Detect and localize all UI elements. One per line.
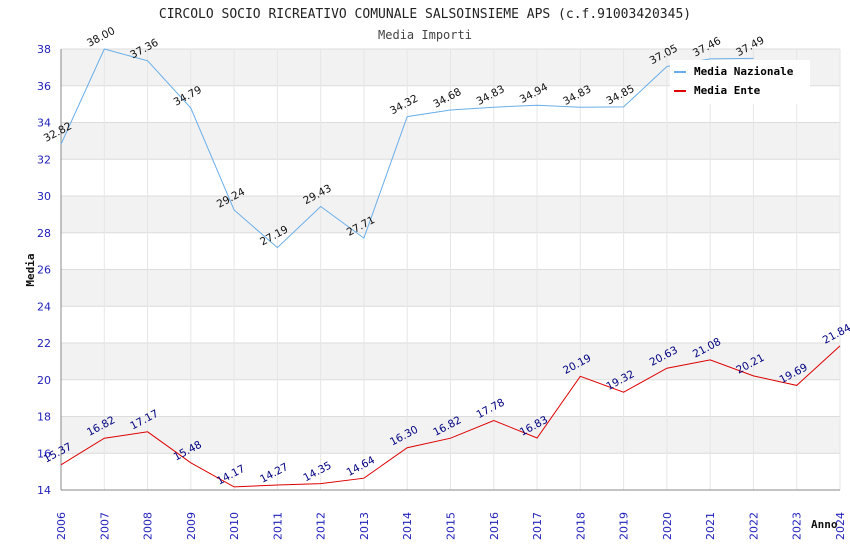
x-tick-label: 2023: [791, 512, 804, 540]
legend-label-ente: Media Ente: [694, 84, 761, 97]
y-tick-label: 26: [37, 264, 51, 277]
x-tick-label: 2019: [618, 512, 631, 540]
grid-bands: [60, 48, 841, 491]
x-tick-label: 2021: [704, 512, 717, 540]
legend: Media Nazionale Media Ente: [670, 60, 810, 104]
y-tick-label: 34: [37, 117, 51, 130]
legend-label-nazionale: Media Nazionale: [694, 65, 794, 78]
x-tick-label: 2024: [834, 512, 847, 540]
y-tick-label: 32: [37, 153, 51, 166]
x-tick-label: 2009: [185, 512, 198, 540]
y-tick-label: 16: [37, 447, 51, 460]
x-tick-label: 2017: [531, 512, 544, 540]
x-tick-label: 2013: [358, 512, 371, 540]
x-tick-label: 2006: [55, 512, 68, 540]
x-tick-label: 2014: [401, 512, 414, 540]
y-tick-label: 20: [37, 374, 51, 387]
x-tick-label: 2016: [488, 512, 501, 540]
y-tick-label: 14: [37, 484, 51, 497]
y-tick-label: 36: [37, 80, 51, 93]
y-tick-label: 24: [37, 300, 51, 313]
y-tick-label: 38: [37, 43, 51, 56]
series-line-nazionale: [60, 48, 754, 249]
chart-subtitle: Media Importi: [378, 28, 472, 42]
series-line-ente: [60, 345, 841, 488]
legend-box: [670, 60, 810, 104]
series-lines: [60, 48, 841, 488]
y-axis-label: Media: [24, 253, 37, 286]
y-tick-label: 22: [37, 337, 51, 350]
x-tick-label: 2008: [142, 512, 155, 540]
data-label: 38.00: [85, 25, 117, 50]
x-tick-label: 2018: [574, 512, 587, 540]
y-tick-label: 30: [37, 190, 51, 203]
x-axis-label: Anno: [811, 518, 838, 531]
x-tick-label: 2015: [445, 512, 458, 540]
x-tick-label: 2010: [228, 512, 241, 540]
x-tick-label: 2011: [271, 512, 284, 540]
chart-title: CIRCOLO SOCIO RICREATIVO COMUNALE SALSOI…: [159, 7, 691, 22]
y-tick-label: 18: [37, 411, 51, 424]
x-tick-label: 2012: [315, 512, 328, 540]
x-tick-label: 2022: [747, 512, 760, 540]
x-tick-label: 2007: [98, 512, 111, 540]
x-tick-label: 2020: [661, 512, 674, 540]
y-tick-label: 28: [37, 227, 51, 240]
